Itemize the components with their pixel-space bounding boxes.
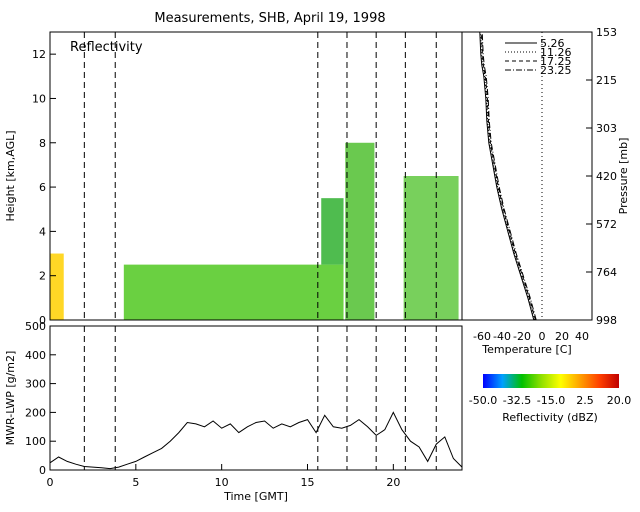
height-tick-label: 4 xyxy=(39,225,46,238)
echo-region xyxy=(123,264,344,320)
lwp-series-line xyxy=(49,411,463,470)
chart-title: Measurements, SHB, April 19, 1998 xyxy=(154,11,385,26)
lwp-tick-label: 100 xyxy=(25,435,46,448)
reflectivity-panel: 0 2 4 6 8 10 12 Reflectivity Height [km,AGL] xyxy=(4,31,463,327)
pressure-tick-label: 420 xyxy=(596,170,617,183)
time-markers-top xyxy=(83,32,437,320)
echo-region xyxy=(403,176,459,320)
echo-region xyxy=(321,198,344,265)
temperature-profile-line xyxy=(481,31,537,321)
lwp-tick-label: 0 xyxy=(39,464,46,477)
lwp-tick-label: 400 xyxy=(25,349,46,362)
lwp-tick-label: 500 xyxy=(25,320,46,333)
time-tick-label: 10 xyxy=(215,476,229,489)
reflectivity-colorbar: -50.0 -32.5 -15.0 2.5 20.0 Reflectivity (dBZ… xyxy=(469,374,631,424)
colorbar-tick-label: 2.5 xyxy=(576,394,594,407)
pressure-tick-label: 153 xyxy=(596,26,617,39)
temperature-tick-label: -20 xyxy=(513,330,531,343)
temperature-profile-line xyxy=(479,31,535,321)
pressure-tick-label: 215 xyxy=(596,74,617,87)
height-axis: 0 2 4 6 8 10 12 xyxy=(32,48,56,327)
temperature-tick-label: 20 xyxy=(555,330,569,343)
height-tick-label: 8 xyxy=(39,137,46,150)
time-tick-label: 0 xyxy=(47,476,54,489)
time-tick-label: 15 xyxy=(301,476,315,489)
temperature-tick-label: 40 xyxy=(575,330,589,343)
legend-label: 5.26 xyxy=(540,37,565,50)
lwp-tick-label: 200 xyxy=(25,406,46,419)
lwp-axis: 0 100 200 300 400 500 xyxy=(25,320,56,477)
lwp-tick-label: 300 xyxy=(25,378,46,391)
temperature-panel: 153 215 303 420 572 764 998 -60 -40 -20 0 20 40 Tem… xyxy=(461,26,630,356)
time-markers-bottom xyxy=(83,326,437,470)
temperature-profile-line xyxy=(480,31,536,321)
height-axis-title: Height [km,AGL] xyxy=(4,130,17,221)
temperature-profile-lines xyxy=(479,31,543,321)
lwp-axis-title: MWR-LWP [g/m2] xyxy=(4,351,17,446)
time-axis: 0 5 10 15 20 xyxy=(47,464,400,489)
reflectivity-annotation: Reflectivity xyxy=(70,40,143,55)
pressure-tick-label: 998 xyxy=(596,314,617,327)
colorbar-label: Reflectivity (dBZ) xyxy=(502,411,598,424)
height-tick-label: 12 xyxy=(32,48,46,61)
height-tick-label: 0 xyxy=(39,314,46,327)
pressure-axis: 153 215 303 420 572 764 998 xyxy=(586,26,617,327)
colorbar-gradient xyxy=(483,374,619,388)
temperature-axis: -60 -40 -20 0 20 40 xyxy=(473,330,589,343)
colorbar-tick-label: 20.0 xyxy=(607,394,632,407)
temperature-tick-label: 0 xyxy=(539,330,546,343)
temperature-profile-line xyxy=(480,31,536,321)
echo-layer xyxy=(50,142,459,320)
colorbar-tick-label: -32.5 xyxy=(503,394,531,407)
colorbar-tick-label: -50.0 xyxy=(469,394,497,407)
colorbar-tick-label: -15.0 xyxy=(537,394,565,407)
height-tick-label: 10 xyxy=(32,92,46,105)
time-axis-title: Time [GMT] xyxy=(223,490,288,503)
temperature-tick-label: -40 xyxy=(493,330,511,343)
temperature-plot-frame xyxy=(461,31,593,321)
height-tick-label: 6 xyxy=(39,181,46,194)
legend-label: 17.25 xyxy=(540,55,572,68)
pressure-tick-label: 572 xyxy=(596,218,617,231)
legend-label: 11.26 xyxy=(540,46,572,59)
temperature-axis-title: Temperature [C] xyxy=(481,343,571,356)
lwp-plot-frame xyxy=(49,325,463,471)
time-tick-label: 5 xyxy=(132,476,139,489)
time-tick-label: 20 xyxy=(386,476,400,489)
pressure-axis-title: Pressure [mb] xyxy=(617,138,630,215)
echo-region xyxy=(345,142,375,320)
colorbar-ticks: -50.0 -32.5 -15.0 2.5 20.0 xyxy=(469,394,631,407)
height-tick-label: 2 xyxy=(39,270,46,283)
lwp-panel: 0 100 200 300 400 500 0 5 10 15 20 MWR-LWP [g/m2]… xyxy=(4,320,463,503)
legend-label: 23.25 xyxy=(540,64,572,77)
pressure-tick-label: 764 xyxy=(596,266,617,279)
echo-region xyxy=(50,253,64,320)
temperature-tick-label: -60 xyxy=(473,330,491,343)
pressure-tick-label: 303 xyxy=(596,122,617,135)
